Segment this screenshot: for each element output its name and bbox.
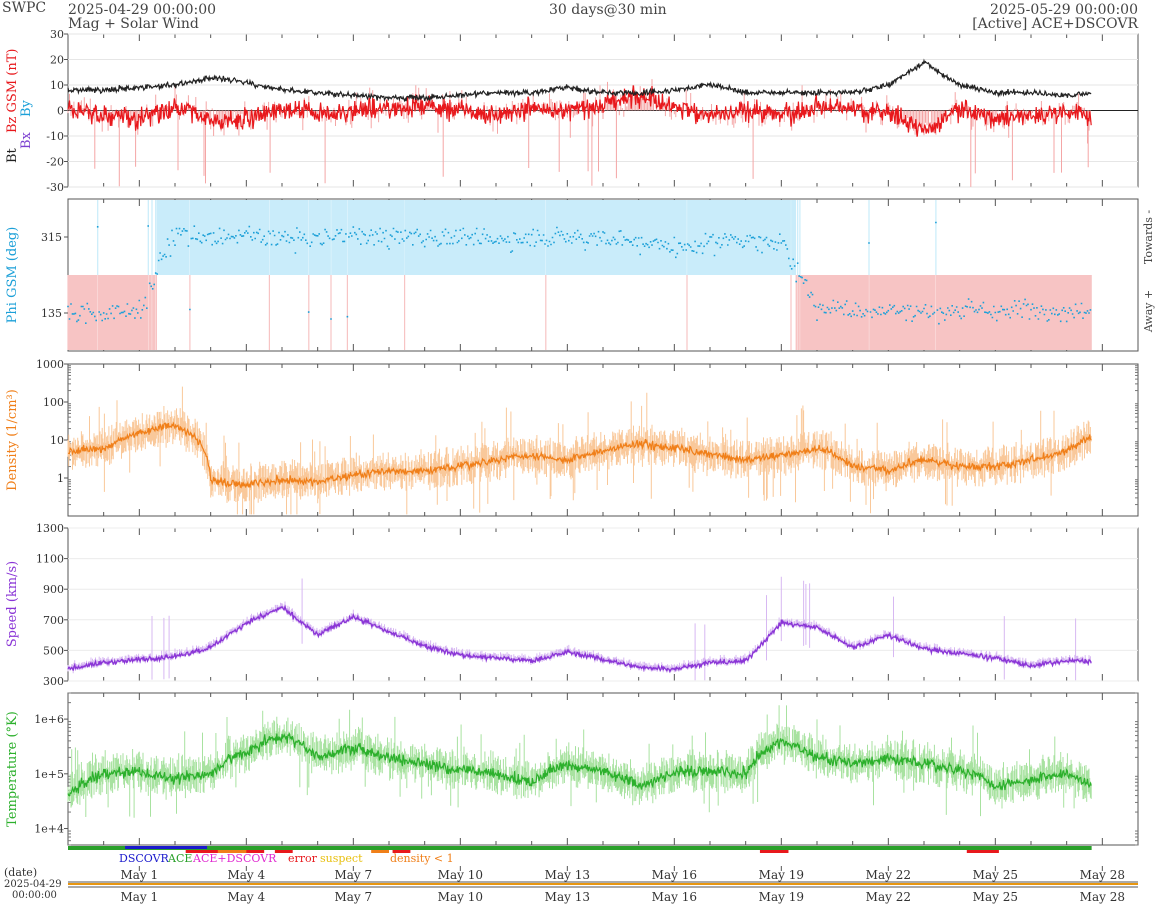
dscovr-source-bar (125, 846, 208, 849)
x-tick-label-lower: May 13 (545, 890, 590, 904)
x-tick-label-upper: May 1 (120, 868, 158, 882)
time-start-label: 00:00:00 (12, 890, 57, 901)
y-tick-label: 500 (43, 644, 64, 657)
ace-source-bar (68, 846, 1092, 850)
speed-axis-label: Speed (km/s) (5, 561, 20, 647)
span-label: 30 days@30 min (549, 2, 667, 18)
x-tick-label-lower: May 22 (866, 890, 911, 904)
x-tick-label-upper: May 28 (1080, 868, 1125, 882)
bt-axis-label: Bt (5, 147, 20, 163)
error-flag-bar (966, 850, 999, 853)
y-tick-label: 1e+6 (34, 713, 64, 726)
x-tick-label-lower: May 7 (334, 890, 372, 904)
density-series-line (67, 421, 1092, 489)
x-tick-label-lower: May 25 (973, 890, 1018, 904)
y-tick-label: 10 (50, 434, 64, 447)
source-legend-4: suspect (320, 852, 363, 865)
source-legend-1: ACE (167, 852, 192, 865)
y-tick-label: 135 (41, 307, 62, 320)
towards-shading (97, 200, 937, 275)
bt-series-line (67, 58, 1092, 103)
x-tick-label-upper: May 19 (759, 868, 804, 882)
y-tick-label: -10 (46, 130, 64, 143)
bz-series-line (67, 85, 1092, 137)
towards-label-group: Towards - (1142, 210, 1155, 265)
bx-axis-label: Bx (19, 131, 34, 149)
y-tick-label: 1e+5 (34, 768, 64, 781)
away-shading (67, 275, 1092, 350)
away-label-group: Away + (1142, 290, 1155, 333)
y-tick-label: 1300 (36, 522, 64, 535)
x-tick-label-lower: May 28 (1080, 890, 1125, 904)
error-flag-bar (274, 850, 293, 853)
mag-ylabel: Bt Bz GSM (nT)Bx By (5, 49, 34, 163)
towards-label: Towards - (1142, 210, 1155, 265)
y-tick-label: 10 (50, 79, 64, 92)
date-caption: (date) (4, 866, 37, 879)
temperature-series-line (67, 733, 1092, 797)
error-flag-bar (759, 850, 789, 853)
y-tick-label: 20 (50, 54, 64, 67)
y-tick-label: 300 (43, 675, 64, 688)
temperature-ylabel: Temperature (°K) (5, 711, 20, 827)
subtitle: Mag + Solar Wind (68, 16, 199, 32)
x-tick-label-upper: May 10 (438, 868, 483, 882)
date-start-label: 2025-04-29 (4, 879, 62, 890)
date-axis-band (68, 883, 1138, 885)
error-flag-bar (392, 850, 411, 853)
temperature-axis-label: Temperature (°K) (5, 711, 20, 827)
source-legend-2: ACE+DSCOVR (192, 852, 277, 865)
source-label: [Active] ACE+DSCOVR (972, 16, 1138, 32)
density-axis-label: Density (1/cm³) (5, 389, 20, 491)
density-ylabel: Density (1/cm³) (5, 389, 20, 491)
x-tick-label-upper: May 22 (866, 868, 911, 882)
x-tick-label-upper: May 4 (227, 868, 265, 882)
y-tick-label: 900 (43, 583, 64, 596)
source-legend-3: error (288, 852, 318, 865)
x-tick-label-lower: May 19 (759, 890, 804, 904)
bz-axis-label: Bz GSM (nT) (5, 49, 20, 133)
x-tick-label-upper: May 16 (652, 868, 697, 882)
brand-label: SWPC (2, 0, 47, 16)
y-tick-label: -30 (46, 181, 64, 194)
y-tick-label: 1 (57, 472, 64, 485)
x-tick-label-upper: May 25 (973, 868, 1018, 882)
x-tick-label-upper: May 13 (545, 868, 590, 882)
bz-shading (67, 79, 1091, 187)
x-tick-label-lower: May 10 (438, 890, 483, 904)
density-band (67, 386, 1092, 515)
y-tick-label: 30 (50, 28, 64, 41)
speed-series-line (67, 604, 1092, 674)
speed-band (67, 576, 1092, 681)
y-tick-label: -20 (46, 156, 64, 169)
y-tick-label: 1e+4 (34, 823, 64, 836)
start-time: 2025-04-29 00:00:00 (68, 2, 217, 18)
y-tick-label: 700 (43, 614, 64, 627)
away-label: Away + (1142, 290, 1155, 333)
density-flag-bar (371, 850, 389, 853)
speed-ylabel: Speed (km/s) (5, 561, 20, 647)
y-tick-label: 100 (43, 396, 64, 409)
y-tick-label: 0 (57, 105, 64, 118)
phi-ylabel: Phi GSM (deg) (5, 227, 20, 324)
x-tick-label-lower: May 1 (120, 890, 158, 904)
density-flag-bar (217, 850, 247, 853)
y-tick-label: 315 (41, 231, 62, 244)
phi-axis-label: Phi GSM (deg) (5, 227, 20, 324)
end-time: 2025-05-29 00:00:00 (989, 2, 1138, 18)
x-tick-label-lower: May 4 (227, 890, 265, 904)
x-tick-label-upper: May 7 (334, 868, 372, 882)
source-legend-5: density < 1 (390, 852, 454, 865)
phi-series-points (67, 221, 1092, 325)
y-tick-label: 1100 (36, 553, 64, 566)
temperature-band (67, 705, 1092, 818)
y-tick-label: 1000 (36, 358, 64, 371)
x-tick-label-lower: May 16 (652, 890, 697, 904)
by-axis-label: By (19, 99, 34, 117)
source-legend-0: DSCOVR (119, 852, 170, 865)
